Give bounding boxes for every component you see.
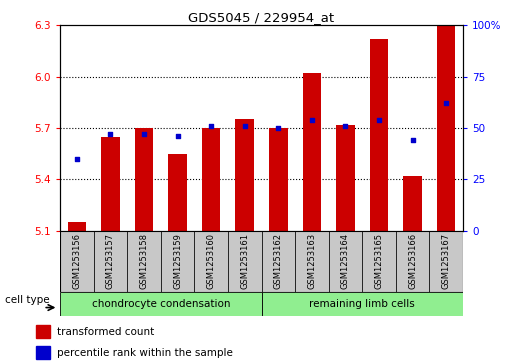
Bar <box>396 231 429 292</box>
Point <box>73 156 81 162</box>
Bar <box>60 231 94 292</box>
Text: percentile rank within the sample: percentile rank within the sample <box>57 347 233 358</box>
Text: GSM1253160: GSM1253160 <box>207 233 215 289</box>
Text: GSM1253166: GSM1253166 <box>408 233 417 289</box>
Bar <box>36 325 50 338</box>
Bar <box>235 119 254 231</box>
Text: remaining limb cells: remaining limb cells <box>309 299 415 309</box>
Bar <box>101 136 120 231</box>
Text: GSM1253163: GSM1253163 <box>308 233 316 289</box>
Bar <box>370 39 388 231</box>
Bar <box>168 154 187 231</box>
Point <box>308 117 316 123</box>
Bar <box>437 25 456 231</box>
Bar <box>135 128 153 231</box>
Title: GDS5045 / 229954_at: GDS5045 / 229954_at <box>188 11 335 24</box>
Bar <box>403 176 422 231</box>
Text: GSM1253167: GSM1253167 <box>441 233 451 289</box>
Text: GSM1253156: GSM1253156 <box>72 233 82 289</box>
Text: GSM1253162: GSM1253162 <box>274 233 283 289</box>
Bar <box>228 231 262 292</box>
Text: GSM1253165: GSM1253165 <box>374 233 383 289</box>
Text: GSM1253157: GSM1253157 <box>106 233 115 289</box>
Bar <box>262 231 295 292</box>
Point <box>241 123 249 129</box>
Text: GSM1253159: GSM1253159 <box>173 233 182 289</box>
Text: GSM1253161: GSM1253161 <box>240 233 249 289</box>
Bar <box>161 231 195 292</box>
Bar <box>295 231 328 292</box>
Text: chondrocyte condensation: chondrocyte condensation <box>92 299 230 309</box>
Text: transformed count: transformed count <box>57 327 154 337</box>
Point <box>442 101 450 106</box>
Text: GSM1253164: GSM1253164 <box>341 233 350 289</box>
Bar <box>262 292 463 316</box>
Bar <box>127 231 161 292</box>
Point <box>375 117 383 123</box>
Bar <box>36 346 50 359</box>
Bar <box>202 128 220 231</box>
Point <box>207 123 215 129</box>
Bar <box>195 231 228 292</box>
Bar <box>67 222 86 231</box>
Bar <box>328 231 362 292</box>
Bar <box>336 125 355 231</box>
Bar <box>94 231 127 292</box>
Bar <box>60 292 262 316</box>
Point <box>140 131 148 137</box>
Point <box>274 125 282 131</box>
Point <box>341 123 349 129</box>
Point <box>106 131 115 137</box>
Text: GSM1253158: GSM1253158 <box>140 233 149 289</box>
Bar <box>303 73 321 231</box>
Bar <box>362 231 396 292</box>
Point <box>174 133 182 139</box>
Bar <box>429 231 463 292</box>
Bar <box>269 128 288 231</box>
Point <box>408 137 417 143</box>
Text: cell type: cell type <box>5 295 50 306</box>
